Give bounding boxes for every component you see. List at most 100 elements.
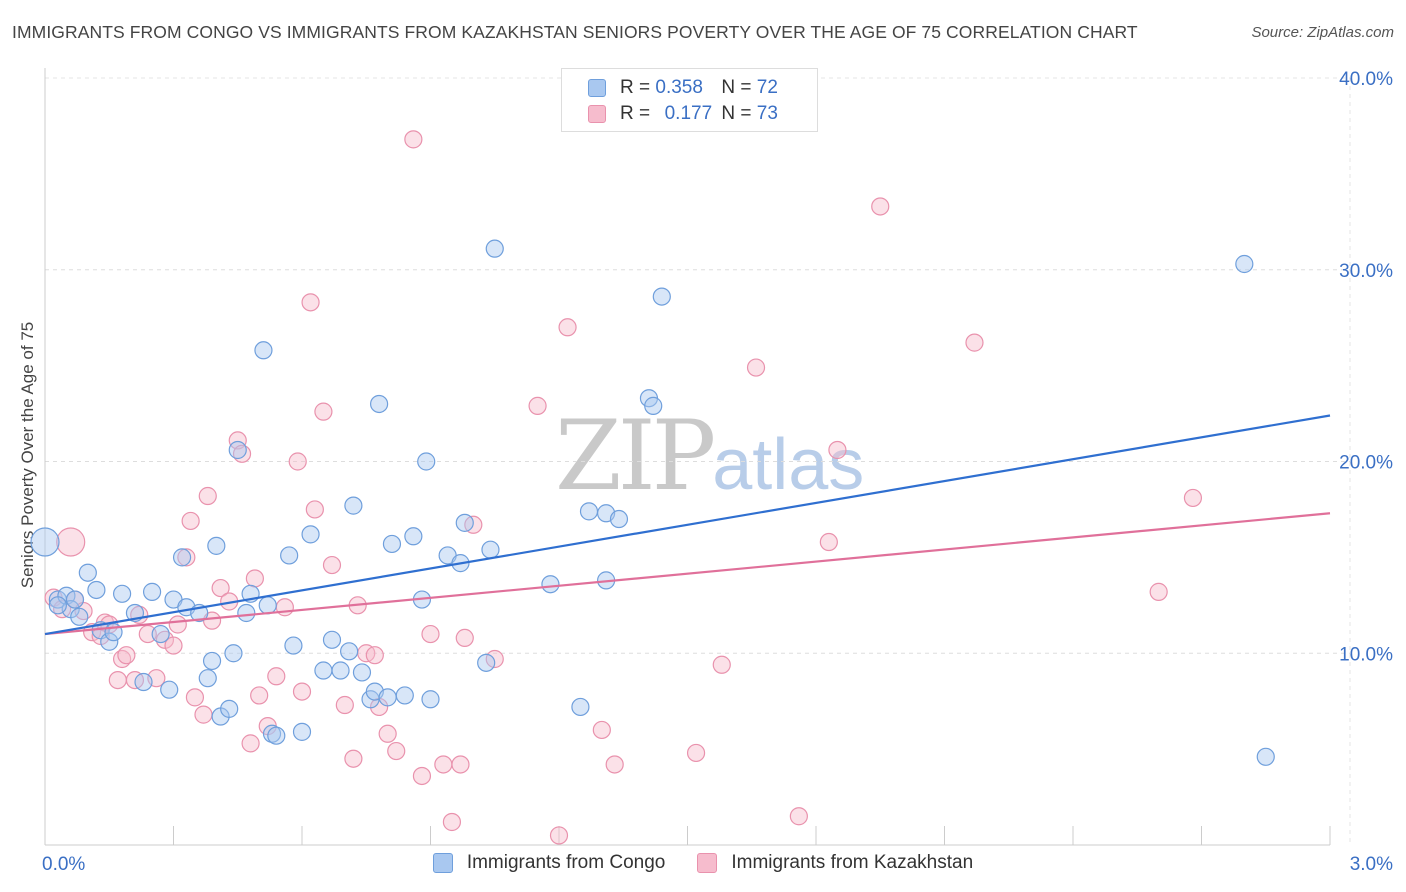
trend-lines — [44, 414, 1331, 636]
congo-point — [48, 596, 67, 615]
congo-point — [404, 527, 423, 546]
y-tick-label: 30.0% — [1339, 261, 1393, 282]
congo-point — [378, 688, 397, 707]
congo-point — [481, 540, 500, 559]
kazakhstan-point — [250, 686, 269, 705]
y-tick-label: 10.0% — [1339, 644, 1393, 665]
congo-point — [65, 590, 85, 609]
kazakhstan-point — [871, 197, 890, 216]
congo-point — [207, 536, 226, 555]
congo-point — [322, 630, 342, 649]
congo-point — [267, 726, 286, 745]
kazakhstan-point — [528, 396, 547, 415]
congo-point — [344, 496, 363, 515]
congo-point — [220, 699, 239, 718]
congo-point — [198, 669, 217, 688]
congo-point — [292, 722, 312, 741]
grid-lines — [45, 77, 1351, 845]
congo-point — [280, 546, 299, 565]
kazakhstan-point — [442, 812, 462, 832]
legend-item-kazakhstan[interactable]: Immigrants from Kazakhstan — [697, 852, 973, 874]
legend-swatch-kazakhstan — [588, 105, 606, 123]
legend-label-congo: Immigrants from Congo — [466, 852, 666, 873]
kazakhstan-point — [305, 500, 324, 519]
congo-point — [340, 642, 359, 661]
series-kazakhstan-points — [44, 130, 1203, 845]
congo-point — [571, 697, 590, 717]
legend-r-label: R = — [620, 77, 651, 98]
kazakhstan-point — [301, 293, 320, 312]
congo-point — [151, 624, 170, 644]
congo-point — [172, 548, 192, 567]
x-tick-label-min: 0.0% — [42, 854, 85, 875]
kazakhstan-point — [712, 655, 731, 674]
congo-point — [78, 563, 97, 582]
axes — [44, 68, 1331, 846]
series-legend: Immigrants from Congo Immigrants from Ka… — [0, 852, 1406, 874]
x-tick-label-max: 3.0% — [1350, 854, 1393, 875]
watermark-atlas: atlas — [712, 425, 865, 505]
kazakhstan-point — [1149, 582, 1168, 601]
congo-point — [228, 440, 247, 460]
kazakhstan-point — [138, 624, 157, 644]
congo-point — [644, 396, 663, 415]
kazakhstan-point — [288, 452, 307, 471]
congo-point — [100, 632, 119, 651]
series-congo-points — [30, 239, 1275, 766]
kazakhstan-point — [194, 705, 213, 724]
kazakhstan-point — [245, 569, 264, 588]
kazakhstan-point — [117, 646, 136, 665]
legend-row-kazakhstan: R = 0.177 N = 73 — [588, 103, 778, 125]
y-tick-label: 20.0% — [1339, 453, 1393, 474]
legend-r-label: R = — [620, 103, 651, 124]
tick-labels: 10.0% 20.0% 30.0% 40.0% 0.0% 3.0% — [42, 69, 1393, 875]
kazakhstan-point — [387, 741, 406, 761]
watermark-zip: ZIP — [555, 400, 716, 512]
legend-swatch-congo — [432, 853, 453, 873]
kazakhstan-point — [322, 555, 342, 575]
kazakhstan-point — [56, 527, 86, 557]
legend-n-label: N = — [721, 103, 752, 124]
congo-point — [395, 686, 414, 705]
kazakhstan-point — [378, 724, 397, 743]
kazakhstan-point — [412, 766, 432, 786]
legend-n-value: 72 — [756, 77, 778, 98]
congo-point — [485, 239, 504, 258]
legend-row-congo: R = 0.358 N = 72 — [588, 77, 778, 99]
congo-point — [254, 341, 273, 360]
congo-point — [417, 452, 436, 471]
congo-point — [70, 607, 89, 626]
kazakhstan-trend-line — [44, 512, 1331, 636]
congo-point — [652, 287, 671, 306]
kazakhstan-point — [828, 440, 847, 460]
stats-legend: R = 0.358 N = 72 R = 0.177 N = 73 — [561, 68, 818, 132]
kazakhstan-point — [404, 130, 423, 149]
kazakhstan-point — [434, 755, 453, 774]
congo-point — [331, 661, 350, 680]
congo-point — [142, 582, 162, 601]
legend-item-congo[interactable]: Immigrants from Congo — [432, 852, 666, 874]
congo-point — [202, 651, 222, 671]
kazakhstan-point — [965, 333, 984, 352]
kazakhstan-point — [185, 688, 205, 707]
congo-point — [301, 525, 320, 544]
kazakhstan-point — [746, 358, 766, 377]
kazakhstan-point — [177, 548, 196, 567]
source-label: Source: ZipAtlas.com — [1251, 24, 1394, 41]
congo-point — [1235, 254, 1254, 274]
kazakhstan-point — [314, 402, 333, 421]
legend-n-label: N = — [721, 77, 752, 98]
kazakhstan-point — [164, 636, 183, 655]
congo-point — [160, 680, 179, 699]
kazakhstan-point — [228, 431, 247, 450]
kazakhstan-point — [549, 826, 569, 845]
kazakhstan-point — [451, 755, 470, 774]
kazakhstan-point — [819, 532, 838, 552]
kazakhstan-point — [686, 743, 706, 763]
kazakhstan-point — [241, 734, 260, 753]
kazakhstan-point — [455, 628, 474, 648]
congo-point — [258, 596, 277, 615]
congo-point — [382, 534, 402, 554]
congo-point — [87, 580, 106, 600]
kazakhstan-point — [1183, 488, 1203, 508]
